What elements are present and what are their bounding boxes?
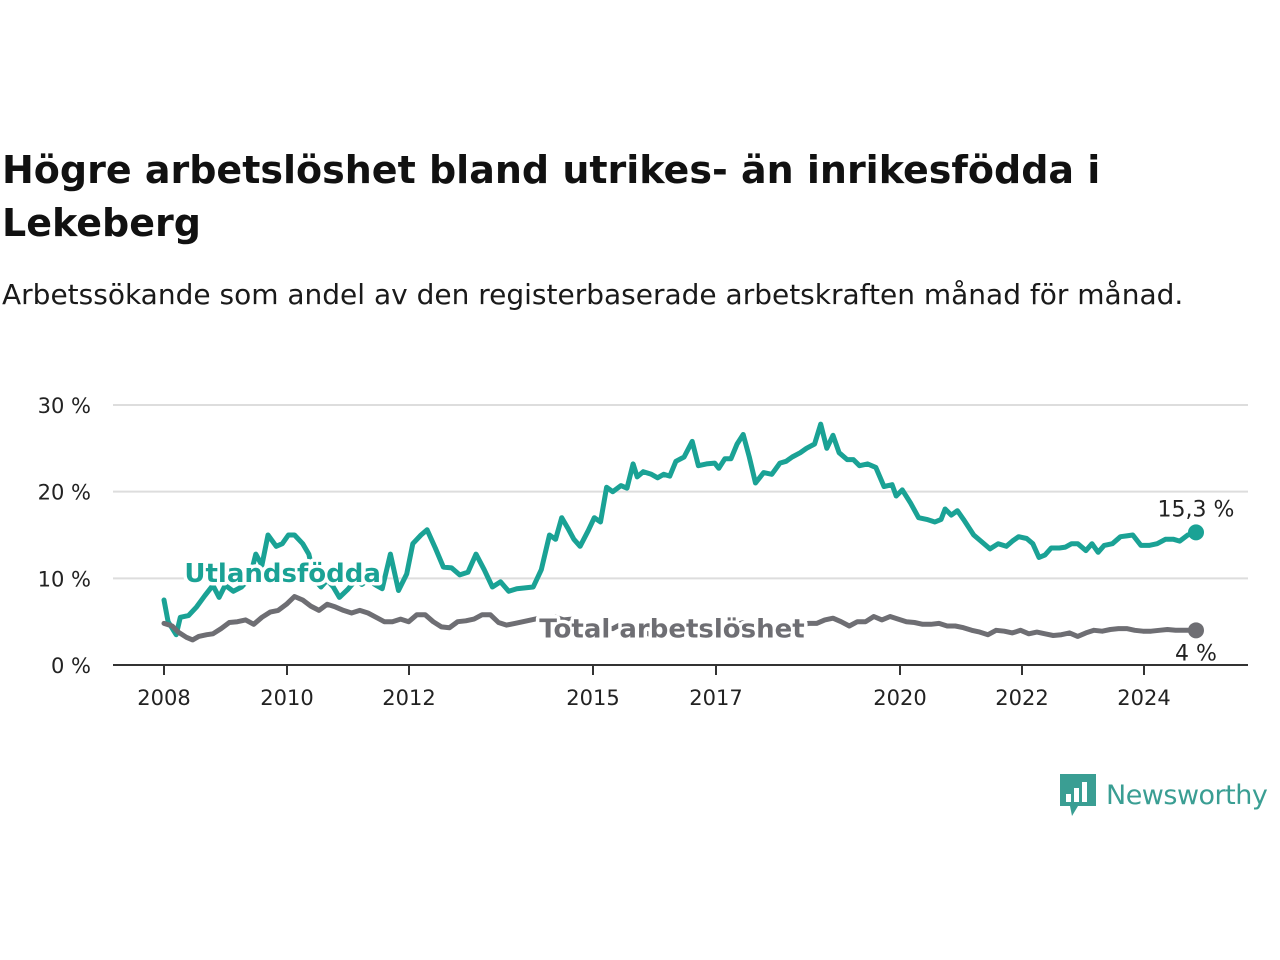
x-tick-label: 2024 <box>1117 686 1170 710</box>
x-axis: 2008 2010 2012 2015 2017 2020 2022 2024 <box>113 664 1248 710</box>
chart-title: Högre arbetslöshet bland utrikes- än inr… <box>2 148 1101 245</box>
series-line <box>161 421 1199 638</box>
series-labels: 15,3 % 4 % Utlandsfödda Total arbetslöshet <box>181 497 1235 666</box>
chart-subtitle: Arbetssökande som andel av den registerb… <box>2 278 1184 311</box>
y-axis: 0 % 10 % 20 % 30 % <box>38 394 91 678</box>
bar-chart-speech-bubble-icon <box>1060 774 1096 816</box>
x-tick-label: 2015 <box>566 686 619 710</box>
y-tick-label: 10 % <box>38 567 91 591</box>
y-tick-label: 0 % <box>51 654 91 678</box>
series-end-point <box>1188 524 1204 541</box>
series-end-label: 4 % <box>1175 641 1217 666</box>
x-tick-label: 2017 <box>689 686 742 710</box>
series-line <box>161 594 1199 643</box>
x-tick-label: 2012 <box>382 686 435 710</box>
x-tick-label: 2020 <box>873 686 926 710</box>
series-lines <box>161 421 1204 643</box>
brand-name: Newsworthy <box>1106 779 1268 811</box>
series-end-point <box>1188 622 1204 639</box>
series-end-label: 15,3 % <box>1158 497 1235 522</box>
series-name-label: Total arbetslöshet <box>539 614 804 644</box>
gridlines <box>113 404 1248 580</box>
x-tick-label: 2010 <box>260 686 313 710</box>
brand-logo: Newsworthy <box>1058 772 1268 818</box>
x-tick-label: 2008 <box>137 686 190 710</box>
line-chart: 0 % 10 % 20 % 30 % 2008 2010 2012 2015 2017 2020… <box>38 394 1248 710</box>
y-tick-label: 30 % <box>38 394 91 418</box>
y-tick-label: 20 % <box>38 481 91 505</box>
series-name-label: Utlandsfödda <box>184 559 381 589</box>
x-tick-label: 2022 <box>995 686 1048 710</box>
